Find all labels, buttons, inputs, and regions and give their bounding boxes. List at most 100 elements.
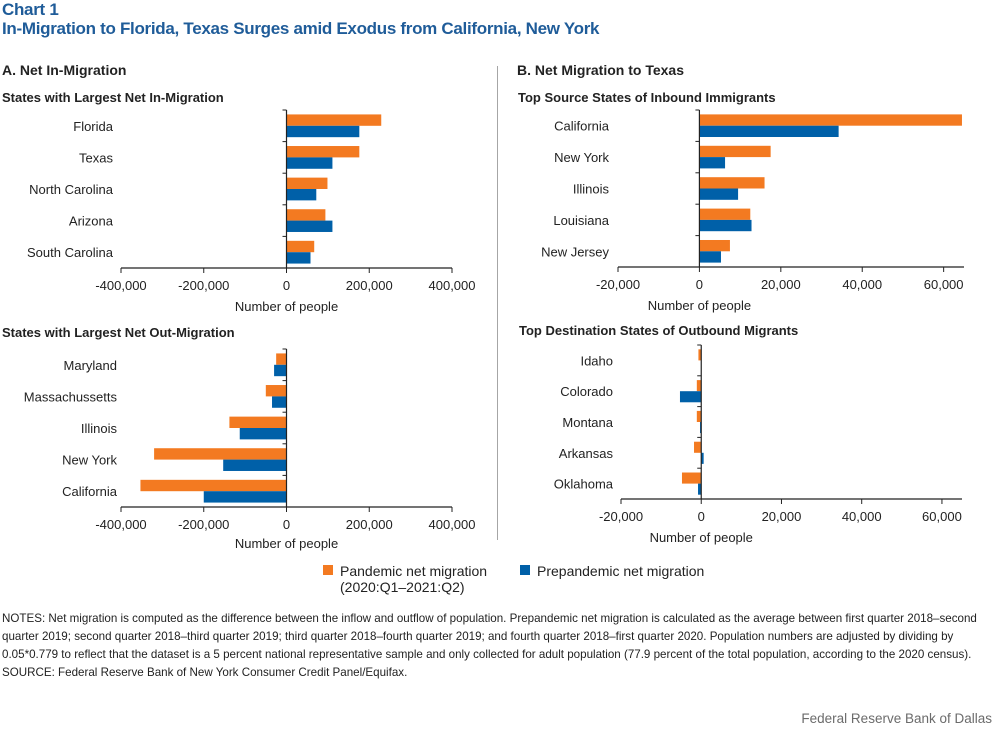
legend-label-pandemic-1: Pandemic net migration	[340, 563, 488, 579]
bar-prepandemic-maryland	[274, 364, 287, 377]
category-label-illinois: Illinois	[81, 421, 118, 436]
x-tick-label: 0	[283, 517, 290, 532]
x-tick-label: 0	[698, 509, 705, 524]
bar-pandemic-california	[140, 479, 287, 492]
category-label-california: California	[62, 484, 118, 499]
x-tick-label: -200,000	[178, 278, 229, 293]
bar-prepandemic-texas	[286, 157, 333, 169]
x-tick-label: 60,000	[922, 509, 962, 524]
bar-prepandemic-illinois	[699, 188, 739, 200]
bar-pandemic-new-jersey	[699, 239, 730, 252]
bar-pandemic-south-carolina	[286, 240, 315, 253]
bar-prepandemic-colorado	[679, 391, 702, 403]
bar-pandemic-arkansas	[694, 441, 702, 453]
x-tick-label: 60,000	[924, 277, 964, 292]
category-label-oklahoma: Oklahoma	[554, 477, 614, 492]
bar-prepandemic-new-york	[699, 157, 726, 169]
x-tick-label: 400,000	[429, 517, 476, 532]
panel-b-title: B. Net Migration to Texas	[517, 62, 684, 78]
x-tick-label: 0	[283, 278, 290, 293]
legend-label-pandemic-2: (2020:Q1–2021:Q2)	[340, 579, 465, 595]
bar-pandemic-illinois	[699, 177, 765, 189]
bar-prepandemic-new-york	[223, 459, 287, 471]
bar-prepandemic-illinois	[239, 428, 287, 440]
category-label-new-jersey: New Jersey	[541, 244, 609, 259]
chart-a-out-title: States with Largest Net Out-Migration	[2, 325, 235, 340]
notes-block: NOTES: Net migration is computed as the …	[2, 610, 992, 682]
category-label-california: California	[554, 119, 610, 134]
category-label-new-york: New York	[554, 150, 609, 165]
category-label-massachussetts: Massachussetts	[24, 389, 118, 404]
x-axis-title: Number of people	[235, 536, 338, 551]
bar-pandemic-montana	[696, 410, 702, 422]
category-label-idaho: Idaho	[580, 353, 613, 368]
bar-pandemic-arizona	[286, 209, 326, 221]
bar-prepandemic-arizona	[286, 220, 333, 232]
chart-a-out: Maryland Massachussetts Illinois New York Ca…	[24, 348, 476, 551]
chart-b-in-title: Top Source States of Inbound Immigrants	[518, 90, 776, 105]
bar-prepandemic-california	[203, 491, 287, 503]
legend-swatch-prepandemic	[520, 565, 530, 575]
x-tick-label: 200,000	[346, 278, 393, 293]
bar-pandemic-north-carolina	[286, 177, 328, 189]
x-tick-label: -200,000	[178, 517, 229, 532]
category-label-maryland: Maryland	[64, 358, 117, 373]
chart-b-in: California New York Illinois Louisiana New J…	[541, 109, 964, 313]
x-tick-label: -400,000	[95, 278, 146, 293]
legend-item-prepandemic: Prepandemic net migration	[520, 563, 704, 579]
chart-number: Chart 1	[2, 0, 59, 19]
credit-text: Federal Reserve Bank of Dallas	[801, 711, 992, 726]
x-axis-title: Number of people	[648, 298, 751, 313]
bar-prepandemic-florida	[286, 125, 360, 138]
bar-pandemic-new-york	[699, 145, 771, 158]
x-tick-label: -400,000	[95, 517, 146, 532]
legend-item-pandemic: Pandemic net migration (2020:Q1–2021:Q2)	[323, 563, 487, 595]
bar-pandemic-florida	[286, 114, 382, 126]
category-label-montana: Montana	[562, 415, 613, 430]
chart-title: In-Migration to Florida, Texas Surges am…	[2, 19, 600, 38]
bar-pandemic-louisiana	[699, 208, 751, 220]
category-label-louisiana: Louisiana	[553, 213, 609, 228]
bar-prepandemic-new-jersey	[699, 251, 721, 263]
bar-prepandemic-montana	[700, 422, 702, 434]
bar-pandemic-idaho	[698, 349, 702, 361]
panel-divider	[497, 66, 498, 540]
bar-prepandemic-california	[699, 125, 839, 138]
category-label-colorado: Colorado	[560, 384, 613, 399]
bar-prepandemic-north-carolina	[286, 189, 317, 201]
bar-pandemic-massachussetts	[265, 385, 287, 397]
bar-pandemic-texas	[286, 146, 360, 158]
chart-b-out: Idaho Colorado Montana Arkansas Oklahoma -20,…	[554, 344, 962, 545]
bar-pandemic-illinois	[229, 416, 287, 428]
category-label-florida: Florida	[73, 119, 114, 134]
charts-canvas: Florida Texas North Carolina Arizona South C…	[24, 109, 964, 551]
chart-a-in-title: States with Largest Net In-Migration	[2, 90, 224, 105]
x-tick-label: 200,000	[346, 517, 393, 532]
bar-pandemic-colorado	[696, 380, 702, 392]
legend-label-prepandemic: Prepandemic net migration	[537, 563, 705, 579]
x-tick-label: 40,000	[842, 277, 882, 292]
x-axis-title: Number of people	[650, 530, 753, 545]
category-label-arkansas: Arkansas	[559, 446, 614, 461]
x-tick-label: 20,000	[762, 509, 802, 524]
x-axis-title: Number of people	[235, 299, 338, 314]
bar-prepandemic-louisiana	[699, 219, 752, 232]
bar-pandemic-california	[699, 114, 962, 126]
notes-text: NOTES: Net migration is computed as the …	[2, 612, 977, 661]
category-label-south-carolina: South Carolina	[27, 245, 114, 260]
category-label-arizona: Arizona	[69, 214, 114, 229]
bar-pandemic-maryland	[276, 353, 287, 365]
chart-b-out-title: Top Destination States of Outbound Migra…	[519, 323, 799, 338]
chart-a-in: Florida Texas North Carolina Arizona South C…	[27, 109, 476, 314]
bar-prepandemic-south-carolina	[286, 252, 311, 264]
category-label-illinois: Illinois	[573, 182, 610, 197]
bar-prepandemic-oklahoma	[698, 483, 702, 495]
source-text: SOURCE: Federal Reserve Bank of New York…	[2, 666, 408, 679]
bar-prepandemic-massachussetts	[272, 396, 287, 408]
x-tick-label: 40,000	[842, 509, 882, 524]
x-tick-label: 20,000	[761, 277, 801, 292]
legend-swatch-pandemic	[323, 565, 333, 575]
bar-prepandemic-arkansas	[701, 452, 704, 464]
panel-a-title: A. Net In-Migration	[2, 62, 127, 78]
category-label-north-carolina: North Carolina	[29, 182, 114, 197]
